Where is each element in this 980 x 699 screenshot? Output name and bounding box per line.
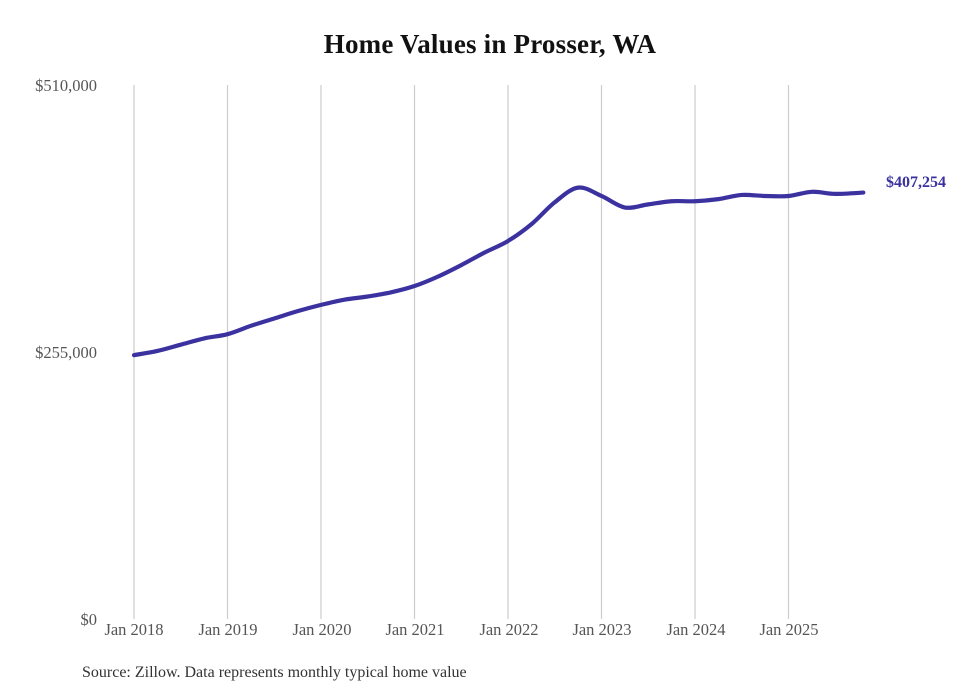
y-axis-tick-label: $510,000 [35,76,97,95]
chart-title: Home Values in Prosser, WA [323,29,657,59]
y-axis-tick-label: $0 [80,610,98,629]
x-axis-tick-label: Jan 2020 [292,620,352,639]
gridlines [133,85,790,619]
x-axis-tick-label: Jan 2021 [385,620,445,639]
x-axis-tick-label: Jan 2018 [104,620,164,639]
source-note: Source: Zillow. Data represents monthly … [82,664,467,681]
series-line-typical-home-value [131,185,866,358]
x-axis-tick-label: Jan 2025 [759,620,819,639]
y-axis-tick-label: $255,000 [35,343,97,362]
end-value-label: $407,254 [886,174,946,191]
x-axis-tick-label: Jan 2023 [572,620,632,639]
x-axis-tick-label: Jan 2024 [666,620,726,639]
x-axis-tick-label: Jan 2019 [198,620,258,639]
x-axis-tick-label: Jan 2022 [479,620,539,639]
